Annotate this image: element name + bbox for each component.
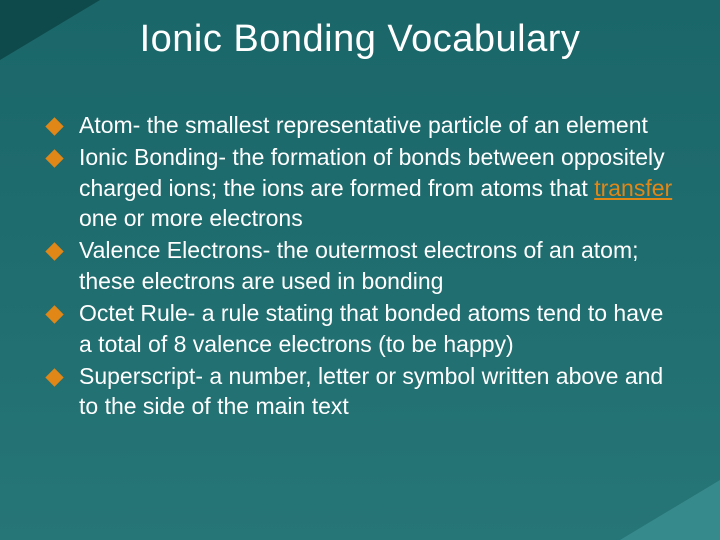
slide-title: Ionic Bonding Vocabulary xyxy=(0,18,720,61)
list-item-text-after: one or more electrons xyxy=(79,205,303,231)
list-item: Atom- the smallest representative partic… xyxy=(46,110,674,140)
diamond-bullet-icon xyxy=(45,305,63,323)
list-item-text: Ionic Bonding- the formation of bonds be… xyxy=(79,142,674,233)
diamond-bullet-icon xyxy=(45,368,63,386)
list-item-text: Atom- the smallest representative partic… xyxy=(79,110,674,140)
list-item: Superscript- a number, letter or symbol … xyxy=(46,361,674,422)
list-item-text-before: Ionic Bonding- the formation of bonds be… xyxy=(79,144,665,200)
corner-decoration-bottom-right xyxy=(620,480,720,540)
diamond-bullet-icon xyxy=(45,117,63,135)
bullet-list: Atom- the smallest representative partic… xyxy=(46,110,674,424)
list-item-text-before: Octet Rule- a rule stating that bonded a… xyxy=(79,300,663,356)
list-item-text: Octet Rule- a rule stating that bonded a… xyxy=(79,298,674,359)
list-item: Octet Rule- a rule stating that bonded a… xyxy=(46,298,674,359)
diamond-bullet-icon xyxy=(45,150,63,168)
list-item: Valence Electrons- the outermost electro… xyxy=(46,235,674,296)
emphasized-word: transfer xyxy=(594,175,672,201)
list-item-text-before: Valence Electrons- the outermost electro… xyxy=(79,237,639,293)
list-item-text-before: Atom- the smallest representative partic… xyxy=(79,112,648,138)
diamond-bullet-icon xyxy=(45,243,63,261)
list-item-text: Valence Electrons- the outermost electro… xyxy=(79,235,674,296)
slide: Ionic Bonding Vocabulary Atom- the small… xyxy=(0,0,720,540)
list-item-text-before: Superscript- a number, letter or symbol … xyxy=(79,363,663,419)
list-item-text: Superscript- a number, letter or symbol … xyxy=(79,361,674,422)
list-item: Ionic Bonding- the formation of bonds be… xyxy=(46,142,674,233)
